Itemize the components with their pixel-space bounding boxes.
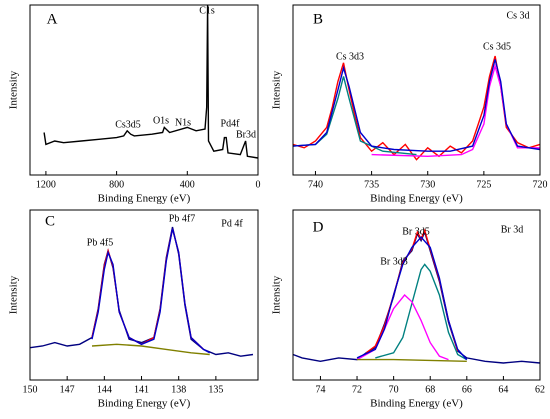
x-tick-label: 725 (476, 179, 491, 190)
x-tick-label: 141 (134, 384, 149, 395)
peak-annotation: C1s (199, 5, 215, 16)
spectrum-line (292, 230, 541, 364)
peak-annotation: O1s (153, 115, 169, 126)
y-axis-label: Intensity (8, 275, 20, 314)
peak-annotation: Pb 4f7 (169, 213, 195, 224)
spectrum-line (371, 63, 540, 158)
x-tick-label: 64 (498, 384, 508, 395)
panel-letter: A (47, 11, 58, 27)
peak-annotation: Cs 3d5 (483, 41, 511, 52)
peak-annotation: Br3d (236, 129, 256, 140)
peak-annotation: Cs3d5 (115, 119, 141, 130)
peak-annotation: Pb 4f5 (87, 237, 113, 248)
spectrum-line (29, 226, 254, 357)
x-tick-label: 70 (389, 384, 399, 395)
axes-frame (29, 209, 259, 381)
x-tick-label: 66 (462, 384, 472, 395)
spectrum-line (91, 228, 211, 354)
panel-letter: B (313, 11, 323, 27)
x-tick-label: 74 (315, 384, 325, 395)
axes-frame (292, 4, 541, 176)
spectrum-line (356, 236, 468, 361)
x-tick-label: 138 (171, 384, 186, 395)
spectrum-line (375, 263, 468, 361)
y-axis-label: Intensity (271, 275, 283, 314)
x-tick-label: 730 (420, 179, 435, 190)
spectrum-line (292, 55, 541, 161)
x-tick-label: 144 (97, 384, 112, 395)
x-tick-label: 1200 (36, 179, 56, 190)
peak-annotation: Br 3d (501, 224, 524, 235)
axes-frame (29, 4, 259, 176)
x-tick-label: 68 (425, 384, 435, 395)
spectrum-line (43, 4, 259, 159)
peak-annotation: Br 3d5 (402, 226, 430, 237)
axes-frame (292, 209, 541, 381)
peak-annotation: Br 3d3 (380, 256, 408, 267)
spectrum-line (91, 343, 210, 356)
panel-letter: D (313, 219, 324, 235)
peak-annotation: Cs 3d (506, 10, 529, 21)
peak-annotation: Cs 3d3 (336, 51, 364, 62)
x-tick-label: 150 (23, 384, 38, 395)
x-tick-label: 135 (208, 384, 223, 395)
x-axis-label: Binding Energy (eV) (98, 398, 191, 410)
y-axis-label: Intensity (271, 70, 283, 109)
x-tick-label: 735 (364, 179, 379, 190)
panel-letter: C (45, 213, 55, 229)
peak-annotation: Pd 4f (221, 218, 243, 229)
x-axis-label: Binding Energy (eV) (98, 193, 191, 205)
x-tick-label: 400 (180, 179, 195, 190)
x-tick-label: 62 (535, 384, 545, 395)
x-tick-label: 0 (256, 179, 261, 190)
x-tick-label: 800 (109, 179, 124, 190)
x-tick-label: 740 (308, 179, 323, 190)
y-axis-label: Intensity (8, 70, 20, 109)
x-tick-label: 720 (533, 179, 548, 190)
peak-annotation: Pd4f (221, 118, 241, 129)
x-axis-label: Binding Energy (eV) (370, 193, 463, 205)
peak-annotation: N1s (175, 117, 191, 128)
x-tick-label: 72 (352, 384, 362, 395)
x-tick-label: 147 (60, 384, 75, 395)
spectrum-line (292, 59, 541, 152)
spectrum-line (357, 358, 467, 362)
x-axis-label: Binding Energy (eV) (370, 398, 463, 410)
